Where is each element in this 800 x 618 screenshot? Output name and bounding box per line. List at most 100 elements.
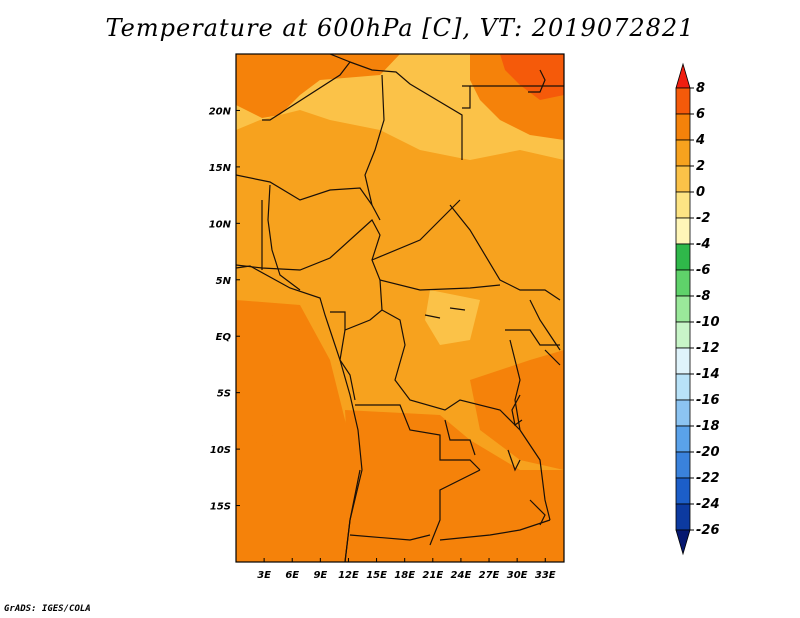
colorbar-swatch bbox=[675, 113, 691, 141]
y-tick-label: 5N bbox=[216, 276, 232, 287]
boundary-line bbox=[349, 534, 431, 541]
latitude-axis: 20N 15N 10N 5N EQ 5S 10S 15S bbox=[209, 106, 240, 513]
x-tick-label: 24E bbox=[451, 570, 472, 581]
y-tick-label: 15S bbox=[210, 502, 231, 513]
coastline bbox=[236, 265, 363, 562]
boundary-line bbox=[355, 404, 481, 471]
colorbar-label: -14 bbox=[696, 367, 720, 382]
y-tick-label: 15N bbox=[209, 163, 232, 174]
colorbar-label: 6 bbox=[696, 107, 705, 122]
boundary-line bbox=[262, 54, 351, 121]
colorbar-swatch bbox=[675, 477, 691, 505]
colorbar-label: 8 bbox=[696, 81, 705, 96]
colorbar-label: -8 bbox=[696, 289, 710, 304]
colorbar-swatch bbox=[675, 87, 691, 115]
x-tick-label: 33E bbox=[535, 570, 556, 581]
boundary-line bbox=[444, 419, 476, 456]
colorbar-label: -6 bbox=[696, 263, 710, 278]
y-tick-label: 5S bbox=[217, 389, 231, 400]
colorbar-label: -26 bbox=[696, 523, 720, 538]
lake-outline bbox=[529, 499, 546, 526]
x-tick-label: 27E bbox=[479, 570, 500, 581]
colorbar-swatch bbox=[675, 503, 691, 531]
boundary-line bbox=[519, 429, 551, 521]
boundary-line bbox=[236, 219, 383, 311]
grads-credit: GrADS: IGES/COLA bbox=[4, 604, 91, 614]
x-tick-label: 30E bbox=[507, 570, 528, 581]
colorbar-min-arrow bbox=[675, 529, 691, 556]
boundary-line bbox=[381, 309, 521, 431]
x-tick-label: 9E bbox=[313, 570, 327, 581]
colorbar-label: -4 bbox=[696, 237, 710, 252]
lake-outline bbox=[424, 314, 441, 319]
colorbar-label: 2 bbox=[696, 159, 705, 174]
colorbar-label: -2 bbox=[696, 211, 710, 226]
longitude-axis: 3E 6E 9E 12E 15E 18E 21E 24E 27E 30E 33E bbox=[257, 558, 556, 581]
colorbar-label: -24 bbox=[696, 497, 720, 512]
colorbar-swatch bbox=[675, 139, 691, 167]
colorbar: 8 6 4 2 0 -2 -4 -6 -8 -10 -12 -14 -16 -18 -20 -22 -24 -26 bbox=[675, 62, 720, 556]
colorbar-label: -20 bbox=[696, 445, 720, 460]
boundary-line bbox=[349, 61, 463, 160]
y-tick-label: EQ bbox=[216, 332, 232, 343]
boundary-line bbox=[379, 279, 501, 291]
boundary-line bbox=[429, 469, 481, 546]
colorbar-swatch bbox=[675, 295, 691, 323]
colorbar-label: -10 bbox=[696, 315, 720, 330]
colorbar-label: 0 bbox=[696, 185, 705, 200]
temperature-field bbox=[236, 54, 564, 562]
boundary-line bbox=[528, 69, 546, 93]
boundary-line bbox=[364, 74, 385, 221]
boundary-line bbox=[462, 85, 471, 109]
boundary-line bbox=[505, 329, 560, 346]
field-zone-4-to-6 bbox=[236, 54, 400, 118]
x-tick-label: 15E bbox=[366, 570, 387, 581]
x-tick-label: 21E bbox=[422, 570, 443, 581]
colorbar-swatch bbox=[675, 321, 691, 349]
boundary-line bbox=[371, 199, 461, 261]
field-zone-4-to-6 bbox=[240, 405, 275, 445]
x-tick-label: 18E bbox=[394, 570, 415, 581]
colorbar-swatch bbox=[675, 269, 691, 297]
map-title: Temperature at 600hPa [C], VT: 201907282… bbox=[105, 14, 695, 42]
colorbar-label: -12 bbox=[696, 341, 720, 356]
country-boundaries bbox=[236, 54, 564, 562]
field-zone-6-to-8 bbox=[500, 54, 564, 100]
boundary-line bbox=[339, 329, 356, 401]
colorbar-swatch bbox=[675, 399, 691, 427]
x-tick-label: 12E bbox=[338, 570, 359, 581]
boundary-line bbox=[509, 339, 521, 431]
colorbar-swatch bbox=[675, 217, 691, 245]
boundary-line bbox=[439, 519, 551, 541]
lake-outline bbox=[449, 307, 466, 311]
y-tick-label: 10S bbox=[210, 445, 231, 456]
map-frame bbox=[235, 53, 565, 563]
colorbar-swatch bbox=[675, 347, 691, 375]
colorbar-label: -16 bbox=[696, 393, 720, 408]
colorbar-swatch bbox=[675, 165, 691, 193]
colorbar-swatch bbox=[675, 451, 691, 479]
boundary-line bbox=[267, 184, 301, 291]
colorbar-swatch bbox=[675, 373, 691, 401]
boundary-line bbox=[544, 349, 561, 366]
colorbar-label: -22 bbox=[696, 471, 720, 486]
lake-outline bbox=[511, 394, 523, 427]
boundary-line bbox=[449, 204, 561, 301]
x-tick-label: 6E bbox=[285, 570, 299, 581]
colorbar-label: 4 bbox=[695, 133, 705, 148]
lake-outline bbox=[507, 449, 521, 472]
field-zone-4-to-6 bbox=[358, 450, 385, 500]
boundary-line bbox=[236, 174, 373, 206]
boundary-line bbox=[529, 299, 561, 351]
field-zone-2-to-4 bbox=[345, 410, 564, 562]
colorbar-swatch bbox=[675, 425, 691, 453]
colorbar-max-arrow bbox=[675, 62, 691, 89]
y-tick-label: 20N bbox=[209, 106, 232, 117]
y-tick-label: 10N bbox=[209, 219, 232, 230]
x-tick-label: 3E bbox=[257, 570, 271, 581]
colorbar-swatch bbox=[675, 191, 691, 219]
colorbar-label: -18 bbox=[696, 419, 720, 434]
colorbar-swatch bbox=[675, 243, 691, 271]
field-zone-0-to-2 bbox=[425, 290, 480, 345]
